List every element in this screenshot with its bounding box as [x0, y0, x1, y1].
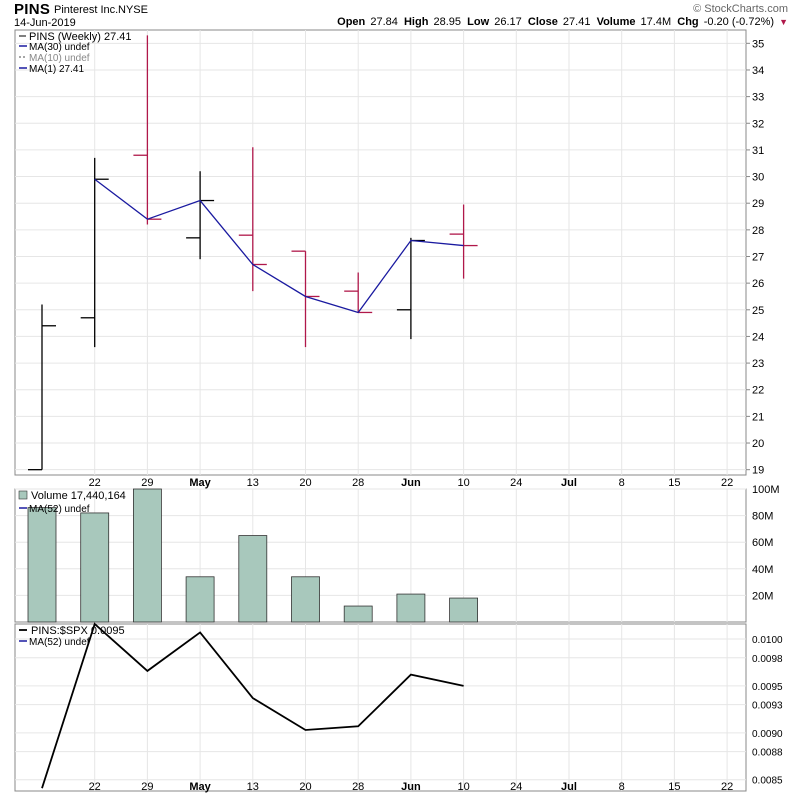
y-tick-label: 0.0098 — [752, 654, 783, 665]
y-tick-label: 0.0088 — [752, 748, 783, 759]
price-panel — [14, 29, 747, 476]
volume-bar — [27, 507, 57, 623]
x-tick-label: 22 — [89, 781, 101, 793]
y-tick-label: 100M — [752, 484, 780, 496]
x-tick-label: Jul — [561, 477, 577, 489]
y-tick-label: 23 — [752, 358, 764, 370]
volume-bar — [238, 535, 268, 623]
y-tick-label: 29 — [752, 198, 764, 210]
high-value: 28.95 — [433, 16, 462, 28]
open-value: 27.84 — [370, 16, 398, 28]
chg-label: Chg — [677, 16, 699, 28]
x-tick-label: 15 — [668, 477, 680, 489]
volume-bar — [396, 593, 426, 623]
y-tick-label: 0.0090 — [752, 729, 783, 740]
x-tick-label: 22 — [721, 781, 733, 793]
y-tick-label: 19 — [752, 465, 764, 477]
x-tick-label: 13 — [247, 477, 259, 489]
legend-ma-label: MA(10) undef — [29, 53, 90, 64]
y-tick-label: 40M — [752, 564, 773, 576]
y-tick-label: 26 — [752, 278, 764, 290]
x-tick-label: 29 — [141, 477, 153, 489]
legend-ma-label: MA(1) 27.41 — [29, 64, 84, 75]
ma1-series-line — [94, 178, 464, 314]
legend-ratio-title: PINS:$SPX 0.0095 — [31, 625, 125, 637]
low-value: 26.17 — [494, 16, 522, 28]
x-tick-label: 13 — [247, 781, 259, 793]
x-tick-label: May — [189, 781, 211, 793]
x-tick-label: 20 — [299, 781, 311, 793]
high-label: High — [403, 16, 429, 28]
y-tick-label: 21 — [752, 411, 764, 423]
exchange: NYSE — [118, 4, 148, 16]
x-tick-label: 8 — [619, 477, 625, 489]
ticker-symbol: PINS — [14, 1, 51, 18]
y-tick-label: 20 — [752, 438, 764, 450]
close-label: Close — [527, 16, 558, 28]
y-tick-label: 28 — [752, 225, 764, 237]
company-name: Pinterest Inc. — [54, 4, 119, 16]
y-tick-label: 35 — [752, 38, 764, 50]
y-tick-label: 33 — [752, 92, 764, 104]
quote-summary: Open 27.84 High 28.95 Low 26.17 Close 27… — [337, 16, 788, 28]
x-tick-label: May — [189, 477, 211, 489]
y-tick-label: 0.0093 — [752, 701, 783, 712]
open-label: Open — [337, 16, 366, 28]
ratio-series-line — [41, 622, 464, 789]
x-tick-label: 10 — [457, 477, 469, 489]
y-tick-label: 27 — [752, 251, 764, 263]
x-tick-label: 10 — [457, 781, 469, 793]
ratio-panel — [14, 623, 747, 792]
y-tick-label: 25 — [752, 305, 764, 317]
x-tick-label: 8 — [619, 781, 625, 793]
y-tick-label: 24 — [752, 331, 764, 343]
x-tick-label: 28 — [352, 781, 364, 793]
y-tick-label: 0.0085 — [752, 776, 783, 787]
chg-value: -0.20 (-0.72%) — [703, 16, 775, 28]
volume-bar — [80, 512, 110, 623]
volume-value: 17.4M — [640, 16, 672, 28]
y-tick-label: 20M — [752, 590, 773, 602]
x-tick-label: 22 — [89, 477, 101, 489]
volume-bar — [291, 576, 320, 623]
volume-panel — [14, 488, 747, 623]
down-triangle-icon: ▼ — [779, 17, 788, 27]
x-tick-label: Jun — [401, 477, 421, 489]
x-tick-label: Jul — [561, 781, 577, 793]
legend-swatch-volume — [18, 490, 28, 500]
x-tick-label: Jun — [401, 781, 421, 793]
y-tick-label: 0.0095 — [752, 682, 783, 693]
y-tick-label: 0.0100 — [752, 635, 783, 646]
x-tick-label: 24 — [510, 781, 522, 793]
brand-link[interactable]: © StockCharts.com — [693, 3, 788, 15]
close-value: 27.41 — [562, 16, 591, 28]
legend-volume-title: Volume 17,440,164 — [31, 490, 126, 502]
x-tick-label: 15 — [668, 781, 680, 793]
x-tick-label: 24 — [510, 477, 522, 489]
x-tick-label: 28 — [352, 477, 364, 489]
x-tick-label: 22 — [721, 477, 733, 489]
volume-bar — [343, 605, 373, 623]
y-tick-label: 30 — [752, 172, 764, 184]
legend-ma-label: MA(52) undef — [29, 637, 90, 648]
x-tick-label: 20 — [299, 477, 311, 489]
y-tick-label: 32 — [752, 118, 764, 130]
volume-bar — [185, 576, 215, 623]
y-tick-label: 34 — [752, 65, 764, 77]
legend-price-title: PINS (Weekly) 27.41 — [29, 31, 132, 43]
legend-ma-label: MA(52) undef — [29, 504, 90, 515]
volume-bar — [132, 488, 162, 623]
y-tick-label: 80M — [752, 511, 773, 523]
volume-bar — [449, 597, 479, 623]
legend-ma-label: MA(30) undef — [29, 42, 90, 53]
chart-date: 14-Jun-2019 — [14, 17, 76, 29]
y-tick-label: 22 — [752, 385, 764, 397]
x-tick-label: 29 — [141, 781, 153, 793]
y-tick-label: 31 — [752, 145, 764, 157]
low-label: Low — [467, 16, 490, 28]
volume-label: Volume — [596, 16, 636, 28]
y-tick-label: 60M — [752, 537, 773, 549]
